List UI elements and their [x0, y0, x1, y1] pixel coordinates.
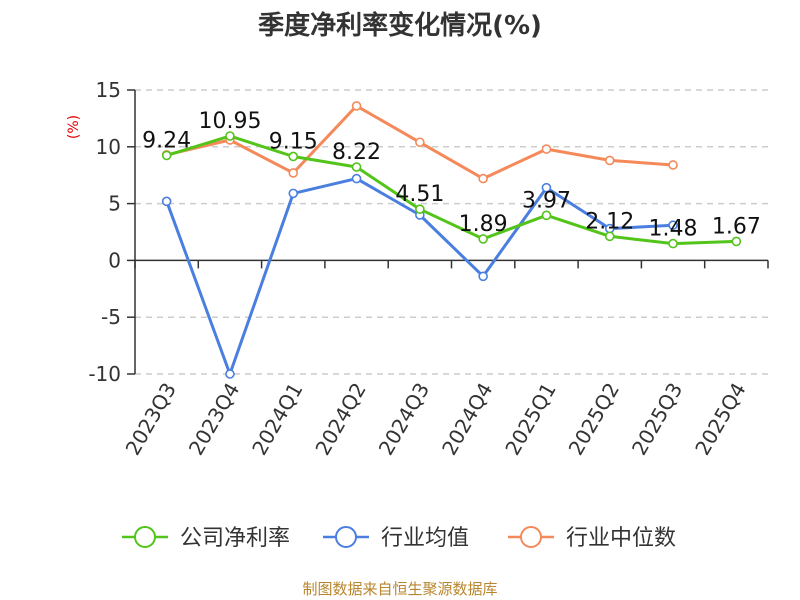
y-tick-label: -5 [101, 305, 121, 329]
x-tick-label: 2025Q2 [564, 379, 624, 460]
data-point-series-0[interactable] [225, 131, 235, 141]
data-point-series-0[interactable] [478, 234, 488, 244]
data-point-series-0[interactable] [351, 162, 362, 172]
data-point-series-1[interactable] [351, 173, 362, 184]
data-point-series-0[interactable] [731, 236, 742, 247]
y-tick-label: 0 [108, 248, 121, 272]
x-tick-label: 2025Q4 [690, 379, 750, 460]
data-labels: 9.24 10.95 9.15 8.22 4.51 1.89 3.97 2.12 1.48 1.6… [142, 109, 761, 242]
data-point-series-2[interactable] [288, 168, 299, 178]
data-point-series-1[interactable] [668, 220, 678, 230]
data-point-series-2[interactable] [541, 144, 552, 154]
data-label: 1.89 [459, 212, 508, 237]
y-tick-label: -10 [88, 362, 121, 386]
x-tick-label: 2023Q4 [184, 379, 244, 460]
legend[interactable]: 公司净利率 行业均值 行业中位数 [122, 526, 676, 551]
data-point-series-2[interactable] [415, 137, 425, 148]
data-point-series-2[interactable] [478, 173, 488, 184]
legend-item-label[interactable]: 行业中位数 [566, 526, 676, 551]
data-point-series-2[interactable] [604, 155, 615, 166]
legend-marker [520, 526, 542, 548]
data-point-series-0[interactable] [668, 238, 678, 249]
data-point-series-1[interactable] [161, 196, 172, 207]
series-layer [161, 101, 742, 379]
x-tick-label: 2025Q1 [500, 379, 560, 460]
x-tick-label: 2024Q1 [247, 379, 307, 460]
data-label: 9.15 [269, 129, 318, 154]
data-label: 4.51 [395, 182, 444, 207]
data-point-series-1[interactable] [288, 188, 299, 199]
y-axis-label: (%) [66, 115, 82, 139]
data-label: 10.95 [198, 109, 261, 134]
x-tick-label: 2024Q3 [374, 379, 434, 460]
legend-marker [335, 526, 357, 548]
data-point-series-2[interactable] [351, 101, 362, 111]
legend-marker [134, 526, 156, 548]
chart-title: 季度净利率变化情况(%) [258, 10, 542, 41]
x-tick-label: 2023Q3 [121, 379, 181, 460]
x-tick-label: 2025Q3 [627, 379, 687, 460]
data-point-series-0[interactable] [604, 231, 615, 242]
data-point-series-0[interactable] [541, 210, 552, 221]
x-tick-label: 2024Q2 [310, 379, 370, 460]
data-label: 1.67 [712, 214, 761, 239]
data-point-series-1[interactable] [225, 369, 235, 379]
legend-item-label[interactable]: 行业均值 [381, 526, 469, 551]
data-label: 8.22 [332, 140, 381, 165]
data-point-series-2[interactable] [668, 160, 678, 170]
data-point-series-1[interactable] [541, 182, 552, 193]
data-point-series-1[interactable] [478, 271, 488, 282]
source-note: 制图数据来自恒生聚源数据库 [302, 580, 497, 598]
y-tick-label: 5 [108, 192, 121, 216]
y-tick-label: 15 [96, 78, 121, 102]
data-point-series-0[interactable] [415, 204, 425, 214]
y-tick-label: 10 [96, 135, 121, 159]
series-line-0 [166, 134, 737, 246]
legend-item-label[interactable]: 公司净利率 [180, 526, 290, 551]
data-label: 3.97 [522, 188, 571, 213]
data-label: 1.48 [649, 217, 698, 242]
data-point-series-0[interactable] [161, 150, 172, 161]
x-tick-label: 2024Q4 [437, 379, 497, 460]
data-point-series-0[interactable] [288, 151, 299, 162]
data-label: 2.12 [585, 209, 634, 234]
data-label: 9.24 [142, 128, 191, 153]
